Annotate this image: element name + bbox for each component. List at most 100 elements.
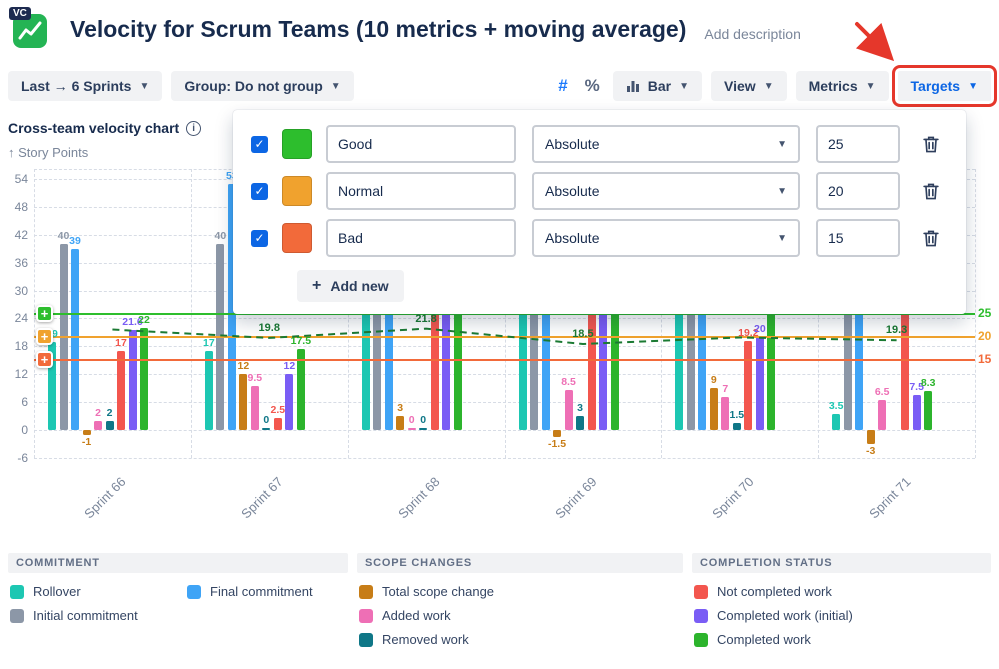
legend-swatch-icon [694,632,708,647]
gridline-horizontal [34,457,975,459]
legend-item-label: Total scope change [382,584,495,599]
bar-value-label: 6.5 [874,385,890,398]
legend-item-label: Initial commitment [33,608,138,623]
target-row: ✓ Absolute ▼ [251,125,948,163]
target-value-right-label: 25 [978,305,992,320]
legend-items: Not completed work Completed work (initia… [692,584,991,647]
legend-group-scope-changes: SCOPE CHANGES Total scope change Added wor… [357,553,683,647]
percent-format-toggle[interactable]: % [581,73,604,99]
legend-swatch-icon [10,608,24,623]
bar-completed-work [924,391,933,430]
delete-target-button[interactable] [918,225,944,251]
bar-value-label: 2.5 [270,404,286,417]
bar-added-work [878,399,887,430]
chart-type-label: Bar [647,78,672,94]
target-color-swatch[interactable] [282,129,312,159]
legend-swatch-icon [694,608,708,623]
bar-not-completed-work [744,340,753,430]
target-name-input[interactable] [326,125,516,163]
number-format-toggle[interactable]: # [554,73,571,99]
x-axis-label: Sprint 66 [81,474,130,522]
add-target-badge-bad[interactable]: + [36,351,53,369]
legend-item[interactable]: Completed work [694,632,991,647]
target-mode-select[interactable]: Absolute ▼ [532,219,800,257]
target-value-input[interactable] [816,125,900,163]
legend: COMMITMENT Rollover Final commitment Initia… [8,553,991,647]
bar-value-label: -3 [865,444,876,457]
legend-item[interactable]: Removed work [359,632,683,647]
bar-completed-work [140,327,148,430]
target-value-input[interactable] [816,219,900,257]
add-target-badge-good[interactable]: + [36,304,53,322]
legend-item[interactable]: Initial commitment [10,608,178,623]
legend-item[interactable]: Added work [359,608,683,623]
legend-item[interactable]: Final commitment [187,584,348,599]
bar-final-commitment [71,248,79,430]
target-name-input[interactable] [326,219,516,257]
bar-total-scope-change [709,388,718,430]
legend-group-title: COMPLETION STATUS [692,553,991,573]
y-axis-tick-label: 24 [14,311,28,326]
legend-swatch-icon [359,632,373,647]
legend-item-label: Completed work (initial) [717,608,853,623]
legend-items: Rollover Final commitment Initial commitme… [8,584,348,623]
x-axis-label: Sprint 71 [865,474,914,522]
app-icon: VC [9,7,52,50]
target-value-input[interactable] [816,172,900,210]
target-checkbox[interactable]: ✓ [251,182,268,200]
targets-button[interactable]: Targets ▼ [891,65,998,107]
add-new-target-button[interactable]: + Add new [297,270,404,302]
bar-value-label: 3 [577,402,583,415]
bar-removed-work [262,428,271,430]
target-checkbox[interactable]: ✓ [251,135,268,153]
bar-value-label: 21.6 [122,315,143,328]
bar-value-label: 9.5 [247,371,263,384]
bar-added-work [721,397,730,430]
legend-item[interactable]: Not completed work [694,584,991,599]
targets-popup-rows: ✓ Absolute ▼ ✓ Absolute ▼ ✓ Absolute ▼ [251,125,948,257]
trash-icon [923,136,939,153]
add-description-link[interactable]: Add description [704,25,801,42]
target-mode-select[interactable]: Absolute ▼ [532,172,800,210]
bar-rollover [832,413,841,430]
legend-item[interactable]: Completed work (initial) [694,608,991,623]
bar-removed-work [576,416,584,430]
legend-item[interactable]: Rollover [10,584,178,599]
target-name-input[interactable] [326,172,516,210]
legend-group-title: COMMITMENT [8,553,348,573]
targets-label: Targets [910,78,961,94]
bar-added-work [94,420,102,430]
moving-average-value-label: 18.5 [572,327,594,340]
bar-value-label: 12 [283,360,296,373]
target-row: ✓ Absolute ▼ [251,172,948,210]
view-button[interactable]: View ▼ [711,71,787,101]
group-button[interactable]: Group: Do not group ▼ [171,71,354,101]
target-color-swatch[interactable] [282,223,312,253]
sprints-range-button[interactable]: Last → 6 Sprints ▼ [8,71,163,101]
target-checkbox[interactable]: ✓ [251,229,268,247]
y-axis-tick-label: 12 [14,367,28,382]
bar-added-work [564,390,573,430]
legend-item[interactable]: Total scope change [359,584,683,599]
info-icon[interactable]: i [186,120,202,136]
legend-item-label: Not completed work [717,584,832,599]
bar-value-label: 0 [408,414,415,426]
trash-icon [923,183,939,200]
bar-value-label: 2 [106,406,113,419]
legend-item-label: Added work [382,608,451,623]
add-target-badge-normal[interactable]: + [36,328,53,345]
legend-swatch-icon [694,584,708,599]
legend-group-commitment: COMMITMENT Rollover Final commitment Initia… [8,553,348,647]
target-value-right-label: 15 [978,352,992,367]
target-color-swatch[interactable] [282,176,312,206]
chart-type-button[interactable]: Bar ▼ [612,71,703,101]
metrics-button[interactable]: Metrics ▼ [795,71,889,101]
bar-value-label: -1.5 [547,437,567,450]
target-mode-select[interactable]: Absolute ▼ [532,125,800,163]
bar-rollover [204,350,213,430]
delete-target-button[interactable] [918,178,944,204]
delete-target-button[interactable] [918,131,944,157]
bar-added-work [250,385,259,430]
bar-value-label: 40 [57,230,70,242]
